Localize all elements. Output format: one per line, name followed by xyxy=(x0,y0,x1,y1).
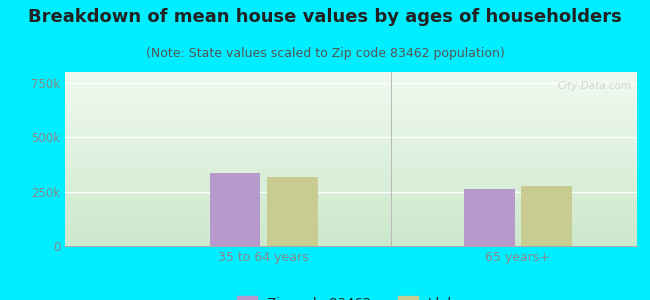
Bar xyxy=(209,173,261,246)
Text: Breakdown of mean house values by ages of householders: Breakdown of mean house values by ages o… xyxy=(28,8,622,26)
Legend: Zip code 83462, Idaho: Zip code 83462, Idaho xyxy=(231,291,471,300)
Text: (Note: State values scaled to Zip code 83462 population): (Note: State values scaled to Zip code 8… xyxy=(146,46,504,59)
Bar xyxy=(464,189,515,246)
Bar xyxy=(266,178,318,246)
Text: City-Data.com: City-Data.com xyxy=(557,81,631,91)
Bar xyxy=(521,185,572,246)
